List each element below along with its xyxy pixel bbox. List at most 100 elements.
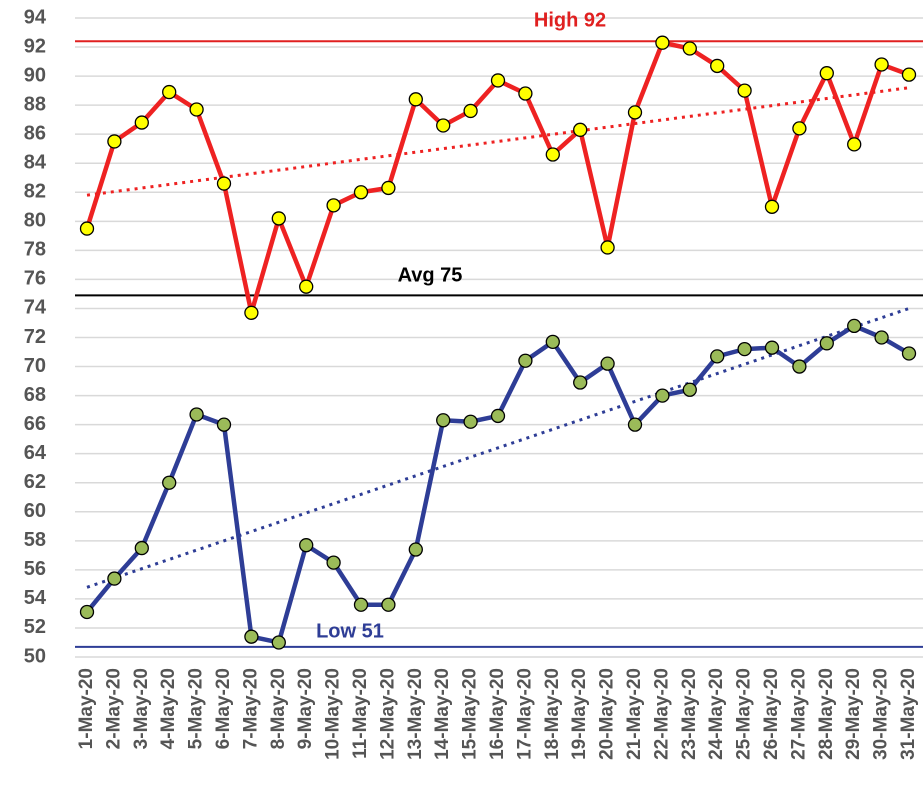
y-tick-label: 66 [24, 413, 46, 435]
data-point [463, 414, 478, 429]
data-point [490, 73, 506, 88]
x-tick-label: 26-May-20 [761, 668, 782, 760]
y-tick-label: 80 [24, 210, 46, 232]
x-tick-label: 20-May-20 [597, 668, 618, 760]
data-point [107, 571, 122, 586]
reference-label: Low 51 [316, 620, 384, 642]
x-tick-label: 13-May-20 [405, 668, 426, 760]
data-point [847, 137, 862, 152]
y-tick-label: 74 [24, 297, 47, 319]
data-point [847, 318, 862, 334]
data-point [545, 147, 560, 162]
data-point [381, 597, 396, 612]
data-point [162, 84, 177, 100]
x-tick-label: 16-May-20 [487, 668, 508, 760]
data-point [381, 180, 396, 196]
x-tick-label: 22-May-20 [651, 668, 672, 760]
y-tick-label: 50 [24, 645, 46, 667]
x-tick-label: 6-May-20 [213, 668, 234, 749]
data-point [79, 221, 95, 236]
data-point [737, 83, 752, 98]
data-point [244, 305, 259, 320]
x-tick-label: 19-May-20 [569, 668, 590, 760]
data-point [408, 542, 423, 557]
data-point [518, 353, 533, 368]
y-tick-label: 92 [24, 35, 46, 57]
x-tick-label: 15-May-20 [460, 668, 481, 760]
data-point [819, 336, 834, 351]
data-point [573, 375, 588, 390]
y-tick-label: 94 [24, 6, 47, 28]
x-tick-label: 11-May-20 [350, 668, 371, 759]
trend-line [86, 307, 910, 589]
data-point [737, 341, 752, 357]
y-tick-label: 64 [24, 442, 47, 464]
data-point [79, 604, 95, 620]
data-point [271, 211, 286, 226]
data-point [353, 597, 369, 612]
data-point [299, 538, 314, 553]
series-line [85, 323, 911, 645]
data-point [573, 122, 588, 137]
data-point [326, 198, 341, 213]
data-point [518, 86, 533, 101]
data-point [189, 102, 204, 117]
x-tick-label: 24-May-20 [706, 668, 727, 760]
y-tick-label: 88 [24, 93, 46, 115]
data-point [792, 121, 807, 136]
x-tick-label: 21-May-20 [624, 668, 645, 760]
data-point [792, 359, 807, 374]
x-tick-label: 3-May-20 [131, 668, 152, 749]
y-tick-label: 72 [24, 326, 46, 348]
data-point [710, 349, 725, 364]
x-tick-label: 29-May-20 [843, 668, 864, 760]
y-tick-label: 56 [24, 558, 46, 580]
y-tick-label: 70 [24, 355, 46, 377]
y-tick-label: 82 [24, 181, 46, 203]
y-tick-label: 60 [24, 500, 46, 522]
data-point [901, 67, 917, 82]
x-tick-label: 4-May-20 [158, 668, 179, 749]
x-tick-label: 8-May-20 [268, 668, 289, 749]
y-tick-label: 54 [24, 587, 47, 609]
data-point [874, 330, 889, 345]
y-tick-label: 52 [24, 616, 46, 638]
data-point [600, 356, 615, 371]
data-point [436, 118, 451, 133]
x-tick-label: 2-May-20 [103, 668, 124, 749]
x-tick-label: 28-May-20 [816, 668, 837, 760]
x-tick-label: 17-May-20 [514, 668, 535, 760]
data-point [216, 417, 232, 432]
data-point [600, 240, 615, 255]
data-point [682, 382, 697, 397]
data-point [627, 105, 643, 120]
x-tick-label: 12-May-20 [377, 668, 398, 760]
x-tick-label: 7-May-20 [240, 668, 261, 749]
x-tick-label: 5-May-20 [186, 668, 207, 749]
x-tick-label: 1-May-20 [76, 668, 97, 749]
data-point [682, 41, 697, 56]
y-tick-label: 86 [24, 122, 46, 144]
y-tick-label: 78 [24, 239, 46, 261]
reference-label: Avg 75 [398, 264, 463, 286]
data-point [408, 92, 423, 107]
x-tick-label: 25-May-20 [734, 668, 755, 760]
data-point [134, 115, 149, 130]
data-point [463, 103, 478, 119]
data-point [353, 185, 369, 200]
x-tick-label: 30-May-20 [871, 668, 892, 760]
data-point [710, 58, 725, 74]
reference-label: High 92 [534, 9, 606, 31]
data-point [545, 334, 560, 350]
data-point [189, 407, 204, 422]
x-tick-label: 31-May-20 [898, 668, 919, 760]
data-point [655, 388, 670, 403]
data-point [819, 66, 834, 81]
data-point [764, 340, 780, 355]
data-point [271, 635, 286, 650]
x-tick-label: 10-May-20 [323, 668, 344, 760]
y-tick-label: 76 [24, 268, 46, 290]
x-tick-label: 18-May-20 [542, 668, 563, 760]
y-tick-label: 58 [24, 529, 46, 551]
y-tick-label: 62 [24, 471, 46, 493]
